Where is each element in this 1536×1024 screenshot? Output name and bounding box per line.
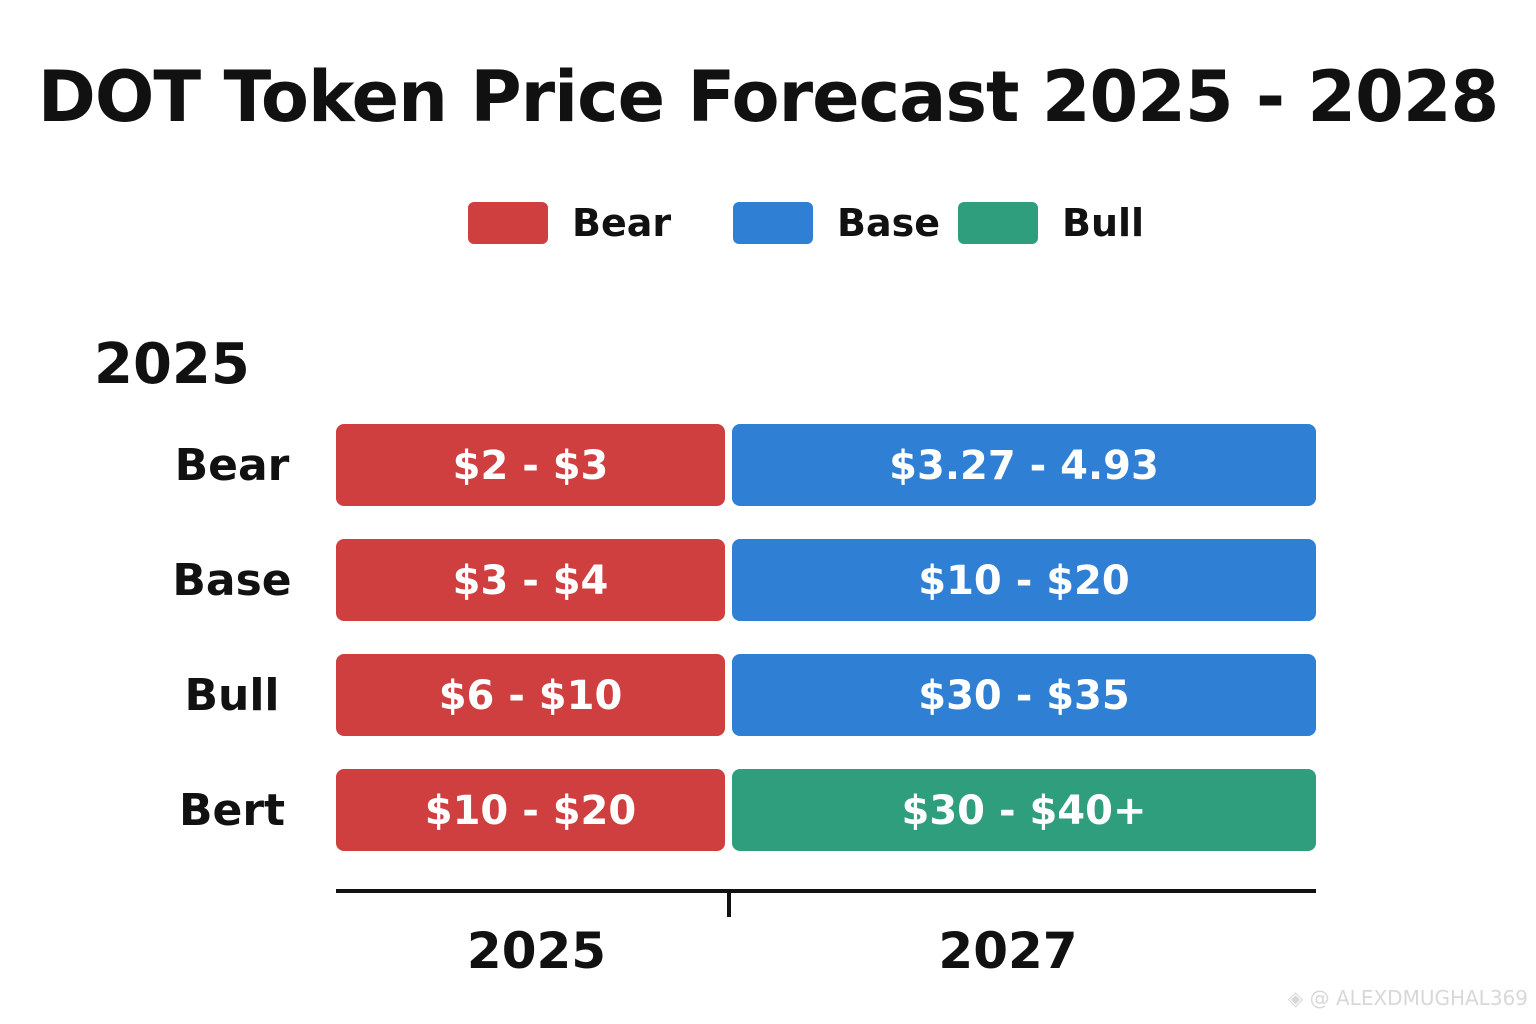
legend-item-base: Base bbox=[733, 196, 940, 250]
legend-label-base: Base bbox=[837, 201, 940, 245]
bar-base-2025 bbox=[336, 539, 725, 621]
bar-label-bear-2027: $3.27 - 4.93 bbox=[889, 443, 1159, 489]
legend-swatch-bull bbox=[958, 202, 1038, 244]
bar-bull-2025 bbox=[336, 654, 725, 736]
bar-bear-2025 bbox=[336, 424, 725, 506]
bar-bert-2025 bbox=[336, 769, 725, 851]
bar-bull-2027 bbox=[732, 654, 1316, 736]
legend-label-bull: Bull bbox=[1062, 201, 1145, 245]
bar-label-base-2025: $3 - $4 bbox=[453, 558, 609, 604]
legend-item-bull: Bull bbox=[958, 196, 1144, 250]
row-label-bear: Bear bbox=[175, 440, 290, 491]
row-label-base: Base bbox=[172, 555, 291, 606]
legend-swatch-base bbox=[733, 202, 813, 244]
bar-label-bull-2027: $30 - $35 bbox=[918, 673, 1129, 719]
bar-label-base-2027: $10 - $20 bbox=[918, 558, 1129, 604]
row-label-bert: Bert bbox=[179, 785, 285, 836]
chart-title: DOT Token Price Forecast 2025 - 2028 bbox=[37, 56, 1500, 138]
watermark: ◈ @ ALEXDMUGHAL369 bbox=[1287, 986, 1528, 1010]
legend: Bear Base Bull bbox=[0, 196, 1536, 256]
bar-label-bert-2027: $30 - $40+ bbox=[902, 788, 1147, 834]
bar-label-bear-2025: $2 - $3 bbox=[453, 443, 609, 489]
row-label-bull: Bull bbox=[184, 670, 279, 721]
section-label: 2025 bbox=[94, 332, 250, 397]
bar-base-2027 bbox=[732, 539, 1316, 621]
bar-bert-2027 bbox=[732, 769, 1316, 851]
legend-item-bear: Bear bbox=[468, 196, 671, 250]
bar-label-bert-2025: $10 - $20 bbox=[425, 788, 636, 834]
bar-bear-2027 bbox=[732, 424, 1316, 506]
x-tick-label-2025: 2025 bbox=[467, 922, 606, 980]
legend-swatch-bear bbox=[468, 202, 548, 244]
x-tick-label-2027: 2027 bbox=[938, 922, 1077, 980]
bar-label-bull-2025: $6 - $10 bbox=[439, 673, 623, 719]
legend-label-bear: Bear bbox=[572, 201, 672, 245]
